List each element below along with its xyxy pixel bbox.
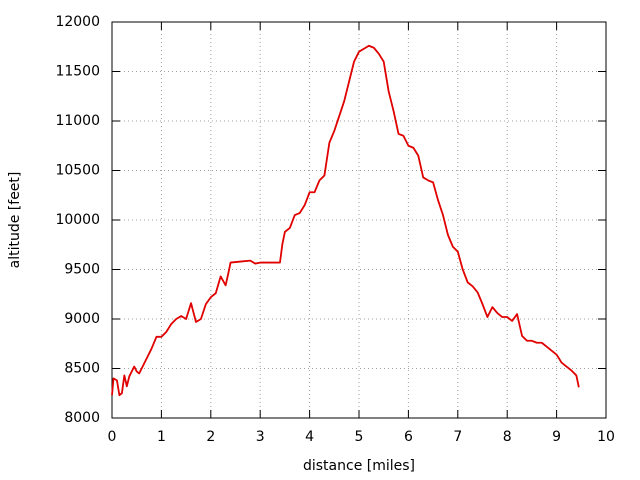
y-tick-label: 8500	[64, 361, 100, 377]
y-tick-label: 8000	[64, 410, 100, 426]
y-tick-label: 11500	[55, 64, 100, 80]
plot-border	[111, 21, 607, 419]
y-tick-label: 12000	[55, 14, 100, 30]
y-tick-label: 9500	[64, 262, 100, 278]
altitude-line	[111, 44, 580, 397]
y-axis-label: altitude [feet]	[7, 172, 23, 269]
x-tick-label: 5	[355, 429, 364, 445]
x-tick-label: 7	[453, 429, 462, 445]
y-tick-label: 11000	[55, 113, 100, 129]
y-tick-label: 10000	[55, 212, 100, 228]
x-tick-label: 9	[552, 429, 561, 445]
x-axis-label: distance [miles]	[303, 458, 415, 474]
y-tick-label: 10500	[55, 163, 100, 179]
y-tick-label: 9000	[64, 311, 100, 327]
x-tick-label: 3	[256, 429, 265, 445]
x-tick-label: 0	[108, 429, 117, 445]
x-tick-label: 1	[157, 429, 166, 445]
x-tick-label: 6	[404, 429, 413, 445]
x-tick-label: 2	[206, 429, 215, 445]
x-tick-label: 10	[597, 429, 615, 445]
x-tick-label: 4	[305, 429, 314, 445]
x-tick-label: 8	[503, 429, 512, 445]
